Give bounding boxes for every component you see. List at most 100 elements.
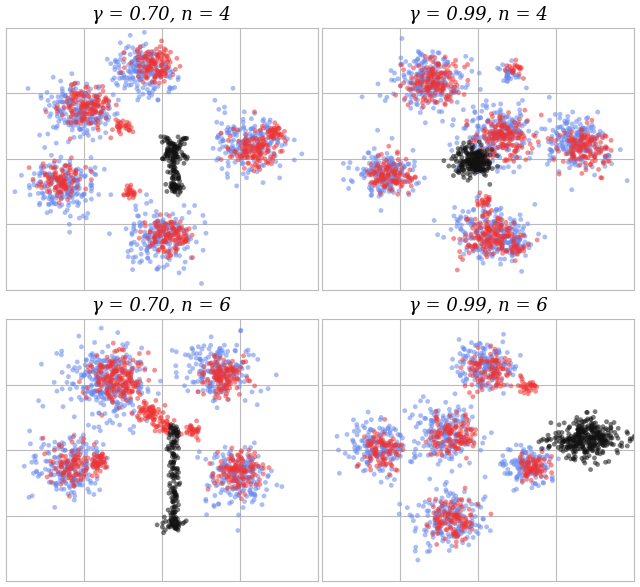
Point	[262, 145, 272, 154]
Point	[566, 131, 577, 141]
Point	[227, 465, 237, 474]
Point	[156, 36, 166, 46]
Point	[492, 247, 502, 257]
Point	[422, 85, 433, 94]
Point	[380, 441, 390, 451]
Point	[146, 62, 156, 71]
Point	[168, 457, 179, 467]
Point	[594, 145, 604, 154]
Point	[531, 463, 541, 472]
Point	[36, 180, 47, 190]
Point	[475, 147, 485, 156]
Point	[433, 415, 443, 424]
Point	[484, 231, 495, 240]
Point	[69, 188, 79, 198]
Point	[80, 460, 90, 470]
Point	[73, 121, 83, 130]
Point	[471, 136, 481, 146]
Point	[454, 168, 464, 177]
Point	[50, 170, 60, 180]
Point	[127, 188, 137, 197]
Point	[135, 42, 145, 52]
Point	[92, 350, 102, 360]
Point	[242, 147, 252, 156]
Point	[385, 444, 396, 454]
Point	[382, 162, 392, 171]
Point	[589, 127, 599, 136]
Point	[221, 375, 232, 384]
Point	[577, 434, 587, 443]
Point	[129, 224, 139, 234]
Point	[61, 170, 71, 180]
Point	[83, 453, 93, 463]
Point	[454, 163, 465, 173]
Point	[200, 495, 211, 504]
Point	[524, 243, 534, 252]
Point	[374, 449, 385, 458]
Point	[168, 157, 178, 166]
Point	[168, 449, 179, 458]
Point	[159, 528, 169, 538]
Point	[212, 390, 222, 399]
Point	[149, 223, 159, 232]
Point	[582, 425, 592, 434]
Point	[158, 242, 168, 252]
Point	[187, 425, 197, 434]
Point	[247, 131, 257, 140]
Point	[433, 528, 443, 538]
Point	[41, 107, 51, 116]
Point	[428, 70, 438, 79]
Point	[116, 387, 127, 396]
Point	[362, 442, 372, 451]
Point	[413, 71, 423, 80]
Point	[411, 56, 421, 66]
Point	[497, 240, 508, 249]
Point	[442, 427, 452, 437]
Point	[503, 69, 513, 79]
Point	[87, 167, 97, 177]
Point	[175, 233, 185, 242]
Point	[442, 525, 452, 534]
Point	[124, 387, 134, 396]
Point	[480, 345, 490, 354]
Point	[483, 164, 493, 173]
Point	[235, 465, 245, 475]
Point	[482, 145, 492, 154]
Point	[219, 372, 229, 381]
Point	[382, 473, 392, 482]
Point	[95, 456, 106, 465]
Point	[509, 157, 519, 166]
Point	[496, 127, 506, 137]
Point	[125, 50, 135, 59]
Point	[593, 427, 603, 436]
Point	[486, 372, 497, 382]
Point	[65, 434, 76, 444]
Point	[222, 376, 232, 386]
Point	[158, 218, 168, 227]
Point	[172, 431, 182, 441]
Point	[97, 110, 107, 119]
Point	[54, 440, 64, 449]
Point	[390, 178, 401, 188]
Point	[129, 187, 139, 197]
Point	[88, 459, 99, 468]
Point	[162, 151, 172, 161]
Point	[381, 166, 391, 175]
Point	[223, 127, 234, 137]
Point	[241, 144, 252, 154]
Point	[43, 96, 53, 105]
Point	[132, 95, 143, 104]
Point	[513, 130, 524, 140]
Point	[484, 158, 494, 168]
Point	[260, 119, 270, 129]
Point	[68, 122, 79, 131]
Point	[122, 370, 132, 380]
Point	[468, 167, 479, 176]
Point	[376, 190, 387, 200]
Point	[474, 191, 484, 200]
Point	[164, 84, 175, 93]
Point	[467, 521, 477, 530]
Point	[85, 96, 95, 106]
Point	[140, 227, 150, 237]
Point	[563, 444, 573, 453]
